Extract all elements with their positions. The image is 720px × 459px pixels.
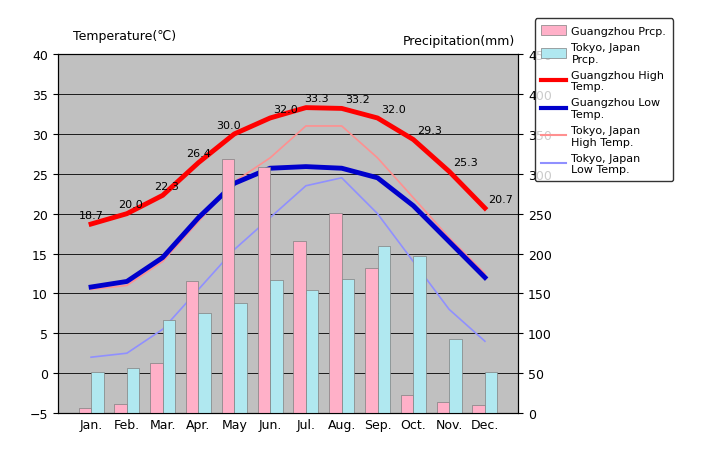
Bar	[186, 281, 199, 413]
Bar	[365, 269, 377, 413]
Bar	[150, 364, 163, 413]
Bar	[329, 213, 342, 413]
Bar	[222, 160, 234, 413]
Bar	[163, 320, 175, 413]
Text: 33.3: 33.3	[304, 94, 329, 104]
Bar	[413, 257, 426, 413]
Text: 25.3: 25.3	[453, 158, 477, 168]
Bar	[91, 372, 104, 413]
Bar	[472, 405, 485, 413]
Bar	[436, 402, 449, 413]
Text: 29.3: 29.3	[417, 126, 442, 136]
Bar	[127, 369, 140, 413]
Text: 20.7: 20.7	[488, 194, 513, 204]
Text: 32.0: 32.0	[274, 104, 298, 114]
Bar	[377, 246, 390, 413]
Text: 20.0: 20.0	[118, 200, 143, 210]
Bar	[114, 404, 127, 413]
Text: 30.0: 30.0	[217, 120, 241, 130]
Text: 26.4: 26.4	[186, 149, 211, 159]
Bar	[401, 395, 413, 413]
Bar	[270, 280, 283, 413]
Bar	[199, 313, 211, 413]
Bar	[258, 168, 270, 413]
Bar	[293, 241, 306, 413]
Text: 22.3: 22.3	[154, 182, 179, 191]
Bar	[306, 291, 318, 413]
Bar	[342, 280, 354, 413]
Bar	[234, 303, 247, 413]
Text: Precipitation(mm): Precipitation(mm)	[402, 35, 515, 48]
Bar	[78, 408, 91, 413]
Legend: Guangzhou Prcp., Tokyo, Japan
Prcp., Guangzhou High
Temp., Guangzhou Low
Temp., : Guangzhou Prcp., Tokyo, Japan Prcp., Gua…	[535, 19, 673, 182]
Bar	[485, 373, 498, 413]
Text: Temperature(℃): Temperature(℃)	[73, 30, 176, 43]
Bar	[449, 339, 462, 413]
Text: 18.7: 18.7	[78, 210, 104, 220]
Text: 33.2: 33.2	[346, 95, 370, 105]
Text: 32.0: 32.0	[381, 104, 406, 114]
